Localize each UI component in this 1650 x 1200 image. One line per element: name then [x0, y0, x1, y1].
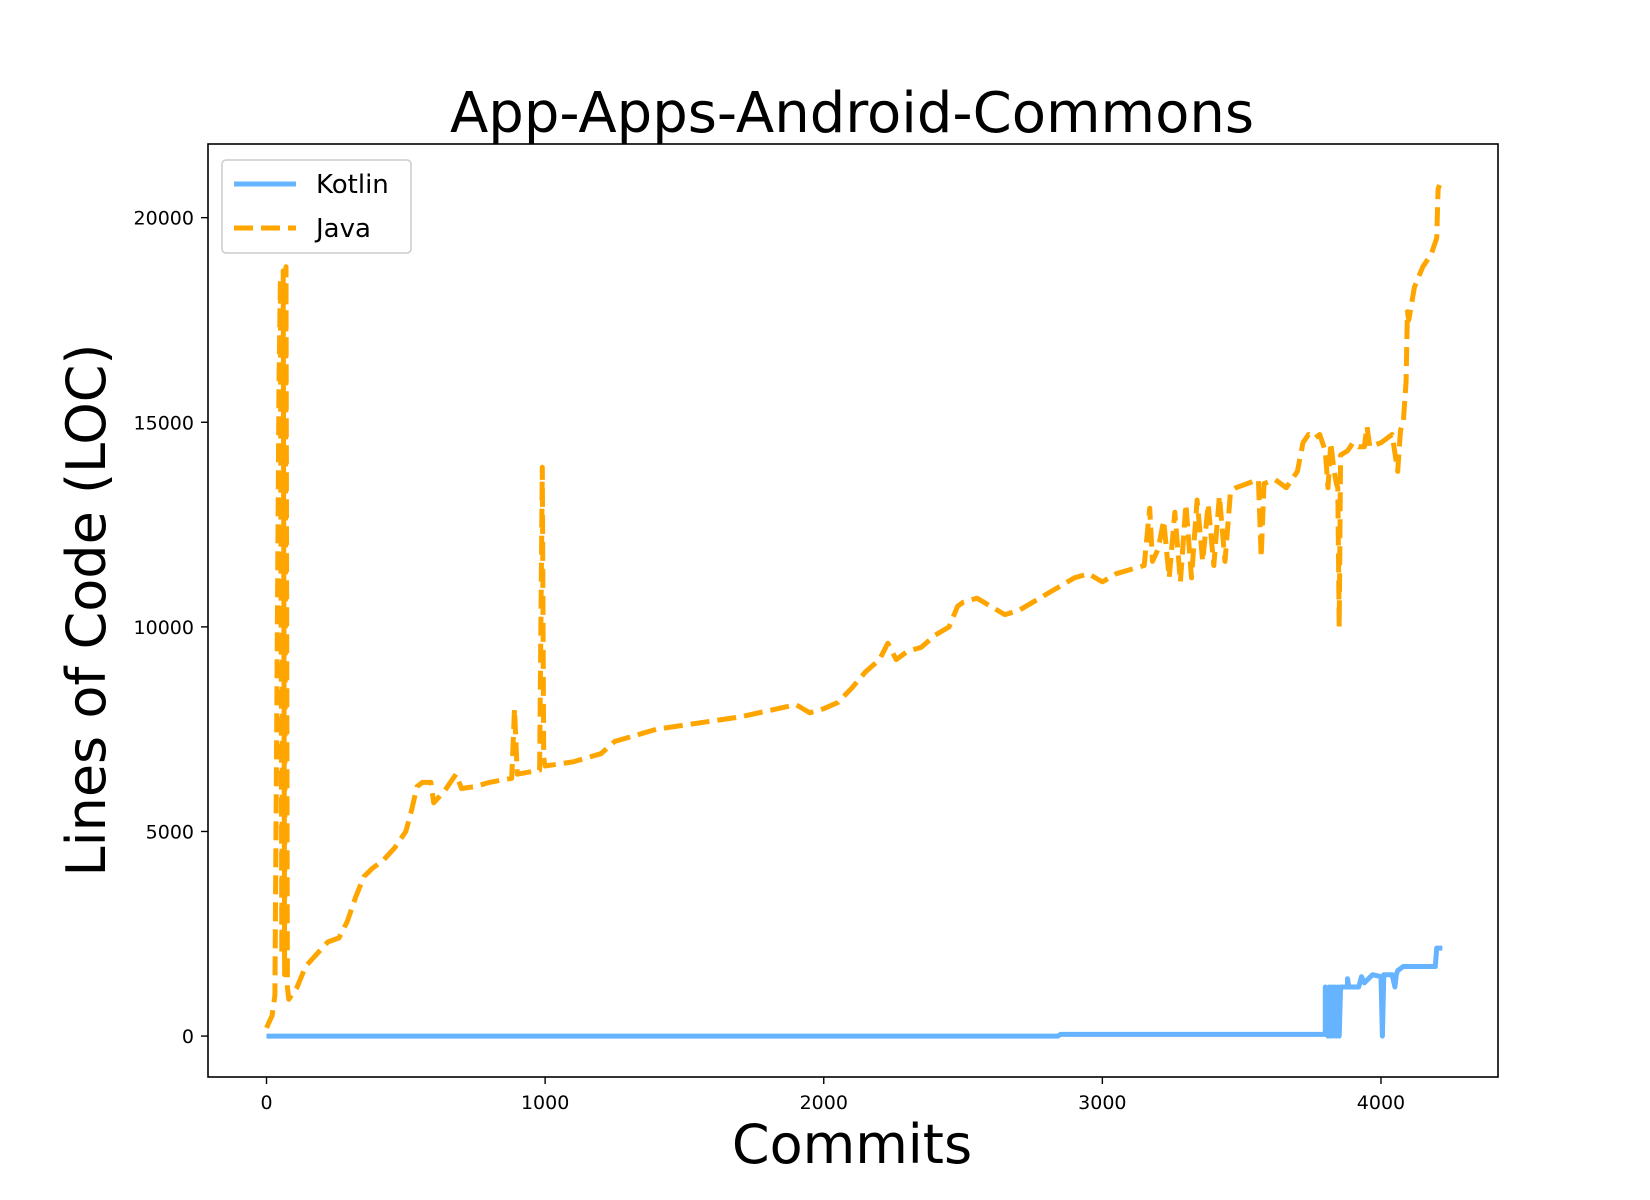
- y-tick-label: 5000: [146, 821, 194, 843]
- series-line-java: [264, 184, 1442, 1029]
- x-tick-label: 0: [260, 1092, 272, 1114]
- plot-area-frame: [207, 143, 1499, 1078]
- y-tick-label: 15000: [134, 412, 194, 434]
- y-tick-label: 20000: [134, 208, 194, 230]
- x-tick-label: 2000: [800, 1092, 848, 1114]
- series-layer: [264, 184, 1443, 1039]
- legend-label-java: Java: [314, 214, 371, 244]
- legend-label-kotlin: Kotlin: [316, 170, 389, 200]
- x-axis-label: Commits: [732, 1113, 972, 1176]
- x-ticks: 0 1000 2000 3000 4000: [260, 1077, 1405, 1114]
- legend: Kotlin Java: [221, 159, 412, 254]
- x-tick-label: 3000: [1078, 1092, 1126, 1114]
- y-ticks: 0 5000 10000 15000 20000: [134, 208, 208, 1048]
- series-line-kotlin: [266, 945, 1443, 1039]
- chart-title: App-Apps-Android-Commons: [450, 81, 1254, 146]
- y-axis-label: Lines of Code (LOC): [55, 344, 118, 877]
- x-tick-label: 4000: [1357, 1092, 1405, 1114]
- x-tick-label: 1000: [521, 1092, 569, 1114]
- y-tick-label: 10000: [134, 617, 194, 639]
- y-tick-label: 0: [182, 1026, 194, 1048]
